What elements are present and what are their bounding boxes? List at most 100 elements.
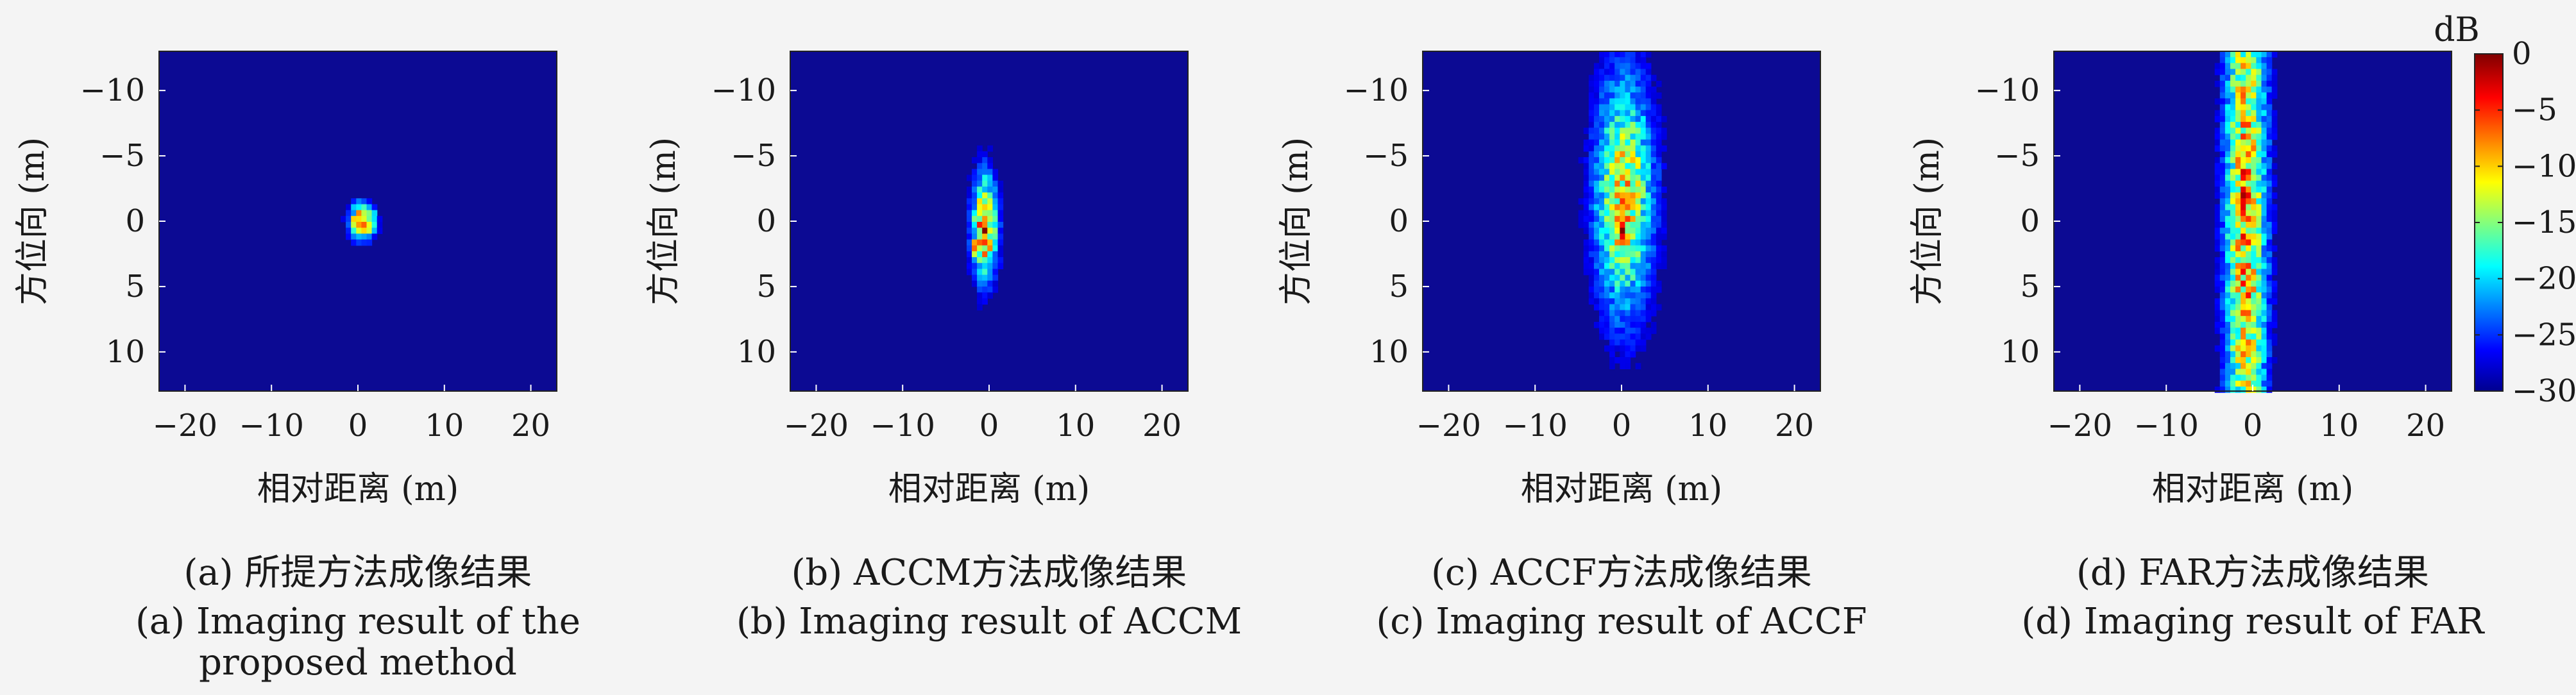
heatmap-cell <box>1645 210 1652 217</box>
heatmap-cell <box>1599 251 1605 258</box>
heatmap-cell <box>2219 92 2226 99</box>
heatmap-cell <box>982 245 988 252</box>
heatmap-cell <box>1661 145 1667 152</box>
heatmap-cell <box>2241 269 2246 276</box>
heatmap-cell <box>967 210 972 217</box>
heatmap-cell <box>2219 204 2226 211</box>
heatmap-cell <box>2230 80 2236 87</box>
heatmap-cell <box>1604 92 1610 99</box>
heatmap-cell <box>2261 174 2267 181</box>
heatmap-cell <box>1645 292 1652 299</box>
heatmap-cell <box>2241 298 2246 305</box>
heatmap-cell <box>2214 322 2221 328</box>
heatmap-cell <box>1609 74 1615 81</box>
heatmap-cell <box>2230 228 2236 234</box>
heatmap-cell <box>1630 204 1636 211</box>
heatmap-cell <box>977 192 983 199</box>
y-tick-label: −10 <box>1975 72 2040 108</box>
x-tick-label: −10 <box>1503 408 1568 444</box>
heatmap-cell <box>2214 98 2221 105</box>
heatmap-cell <box>2219 69 2226 76</box>
heatmap-cell <box>1593 122 1600 128</box>
heatmap-cell <box>2230 157 2236 163</box>
heatmap-cell <box>2214 304 2221 311</box>
heatmap-cell <box>2251 145 2257 152</box>
heatmap-cell <box>987 245 993 252</box>
heatmap-cell <box>1630 233 1636 240</box>
heatmap-cell <box>2230 87 2236 93</box>
heatmap-cell <box>2219 198 2226 205</box>
heatmap-cell <box>1625 163 1631 170</box>
heatmap-cell <box>2235 87 2241 93</box>
heatmap-cell <box>2214 133 2221 140</box>
heatmap-cell <box>2261 257 2267 264</box>
heatmap-cell <box>1620 310 1625 317</box>
heatmap-cell <box>2235 187 2241 193</box>
heatmap-cell <box>1635 292 1641 299</box>
heatmap-cell <box>1625 339 1631 346</box>
heatmap-cell <box>1640 163 1647 170</box>
heatmap-cell <box>1635 239 1641 246</box>
heatmap-cell <box>1620 357 1625 364</box>
x-tick-label: 10 <box>425 408 464 444</box>
heatmap-cell <box>2266 333 2273 340</box>
heatmap-cell <box>982 286 988 293</box>
heatmap-cell <box>1625 57 1631 63</box>
heatmap-cell <box>2224 139 2231 146</box>
heatmap-cell <box>1593 269 1600 276</box>
heatmap-cell <box>2256 228 2262 234</box>
heatmap-cell <box>2230 369 2236 376</box>
heatmap-cell <box>1645 139 1652 146</box>
heatmap-cell <box>2235 69 2241 76</box>
heatmap-cell <box>2246 187 2251 193</box>
heatmap-cell <box>1640 322 1647 328</box>
caption-cn: (a) 所提方法成像结果 <box>184 552 532 594</box>
heatmap-cell <box>1604 198 1610 205</box>
heatmap-cell <box>2230 298 2236 305</box>
heatmap-cell <box>1604 245 1610 252</box>
heatmap-cell <box>2271 163 2278 170</box>
heatmap-cell <box>2235 180 2241 187</box>
heatmap-cell <box>1656 192 1662 199</box>
heatmap-cell <box>2235 228 2241 234</box>
heatmap-cell <box>2214 110 2221 117</box>
heatmap-cell <box>1640 315 1647 322</box>
heatmap-cell <box>2251 98 2257 105</box>
heatmap-cell <box>977 263 983 269</box>
heatmap-cell <box>2266 115 2273 122</box>
heatmap-cell <box>2266 92 2273 99</box>
heatmap-cell <box>1593 286 1600 293</box>
heatmap-cell <box>1650 210 1657 217</box>
heatmap-cell <box>2256 180 2262 187</box>
heatmap-cell <box>1635 339 1641 346</box>
heatmap-cell <box>1640 157 1647 163</box>
heatmap-cell <box>2251 110 2257 117</box>
heatmap-cell <box>982 157 988 163</box>
heatmap-cell <box>1609 228 1615 234</box>
heatmap-cell <box>982 169 988 176</box>
heatmap-cell <box>2256 369 2262 376</box>
heatmap-cell <box>2235 110 2241 117</box>
heatmap-cell <box>992 274 999 281</box>
heatmap-cell <box>1645 180 1652 187</box>
heatmap-cell <box>2246 345 2251 352</box>
x-axis-label: 相对距离 (m) <box>888 470 1090 508</box>
x-tick-label: 20 <box>511 408 550 444</box>
heatmap-cell <box>2230 180 2236 187</box>
heatmap-cell <box>977 274 983 281</box>
heatmap-cell <box>992 198 999 205</box>
heatmap-cell <box>1599 151 1605 158</box>
heatmap-cell <box>2224 228 2231 234</box>
heatmap-cell <box>977 257 983 264</box>
heatmap-cell <box>2266 222 2273 228</box>
heatmap-cell <box>2224 98 2231 105</box>
heatmap-cell <box>1593 222 1600 228</box>
heatmap-cell <box>982 274 988 281</box>
heatmap-cell <box>2230 339 2236 346</box>
heatmap-cell <box>2266 386 2273 393</box>
heatmap-cell <box>1599 74 1605 81</box>
heatmap-cell <box>2251 169 2257 176</box>
heatmap-cell <box>1625 304 1631 311</box>
heatmap-cell <box>972 280 978 287</box>
heatmap-cell <box>1656 115 1662 122</box>
